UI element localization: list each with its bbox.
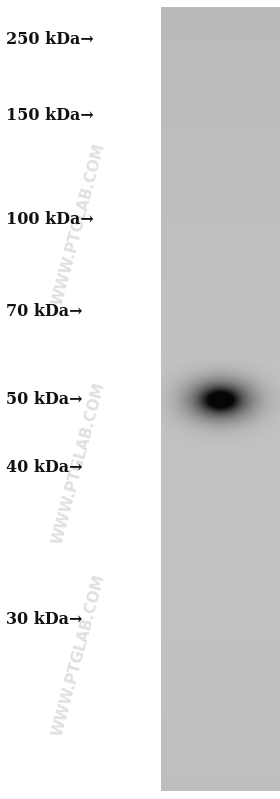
Text: 250 kDa→: 250 kDa→ (6, 31, 93, 49)
Text: WWW.PTGLAB.COM: WWW.PTGLAB.COM (50, 141, 107, 306)
Text: WWW.PTGLAB.COM: WWW.PTGLAB.COM (50, 573, 107, 737)
Text: WWW.PTGLAB.COM: WWW.PTGLAB.COM (50, 381, 107, 546)
Text: 40 kDa→: 40 kDa→ (6, 459, 82, 476)
Text: 70 kDa→: 70 kDa→ (6, 303, 82, 320)
Text: 150 kDa→: 150 kDa→ (6, 107, 93, 125)
Text: 50 kDa→: 50 kDa→ (6, 391, 82, 408)
Text: 100 kDa→: 100 kDa→ (6, 211, 93, 229)
Text: 30 kDa→: 30 kDa→ (6, 610, 82, 628)
